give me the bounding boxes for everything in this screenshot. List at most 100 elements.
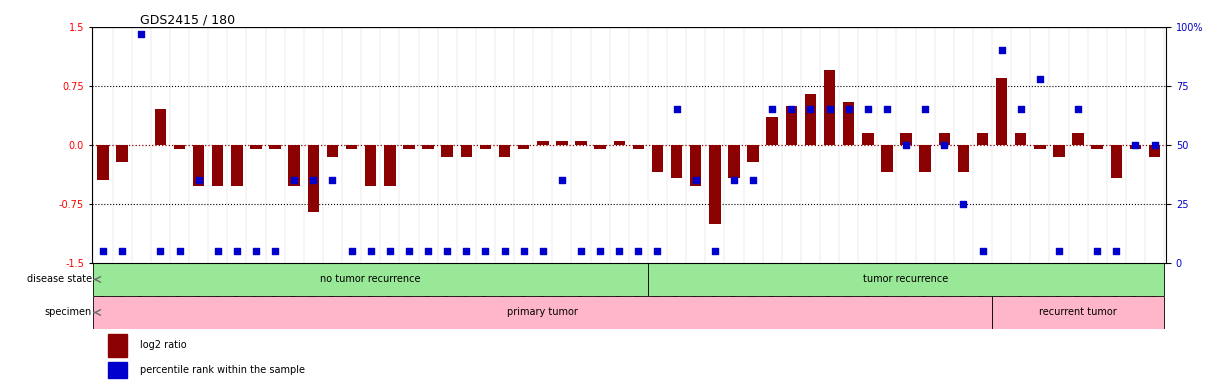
Point: [170, 248, 189, 254]
Point: [609, 248, 629, 254]
Point: [132, 31, 151, 37]
Bar: [939, 133, 950, 145]
Point: [1068, 106, 1088, 113]
Bar: [1072, 133, 1084, 145]
Point: [801, 106, 821, 113]
Bar: [900, 133, 912, 145]
Text: GDS2415 / 180: GDS2415 / 180: [140, 14, 236, 27]
Point: [514, 248, 534, 254]
Bar: [460, 145, 473, 157]
Text: recurrent tumor: recurrent tumor: [1039, 308, 1117, 318]
Bar: [288, 145, 300, 186]
Bar: [98, 145, 109, 180]
Bar: [250, 145, 261, 149]
Bar: [1111, 145, 1122, 178]
Point: [916, 106, 935, 113]
Point: [112, 248, 132, 254]
Point: [399, 248, 419, 254]
Bar: [480, 145, 491, 149]
Bar: [652, 145, 663, 172]
Text: primary tumor: primary tumor: [508, 308, 579, 318]
Bar: [107, 334, 127, 357]
Point: [380, 248, 399, 254]
Bar: [365, 145, 376, 186]
Bar: [499, 145, 510, 157]
Point: [839, 106, 858, 113]
Bar: [1149, 145, 1160, 157]
Point: [1126, 142, 1145, 148]
Bar: [690, 145, 702, 186]
Bar: [824, 70, 835, 145]
Bar: [193, 145, 204, 186]
Bar: [595, 145, 606, 149]
Point: [247, 248, 266, 254]
Point: [322, 177, 342, 184]
Point: [858, 106, 878, 113]
Point: [1106, 248, 1126, 254]
Bar: [94, 263, 648, 296]
Bar: [575, 141, 587, 145]
Point: [1145, 142, 1165, 148]
Bar: [231, 145, 243, 186]
Point: [189, 177, 209, 184]
Bar: [747, 145, 758, 162]
Point: [457, 248, 476, 254]
Bar: [107, 362, 127, 377]
Point: [1049, 248, 1068, 254]
Bar: [957, 145, 969, 172]
Point: [667, 106, 686, 113]
Point: [227, 248, 247, 254]
Bar: [403, 145, 415, 149]
Point: [265, 248, 284, 254]
Bar: [882, 145, 893, 172]
Bar: [996, 78, 1007, 145]
Point: [1031, 76, 1050, 82]
Point: [208, 248, 227, 254]
Bar: [327, 145, 338, 157]
Point: [647, 248, 667, 254]
Point: [705, 248, 724, 254]
Point: [419, 248, 438, 254]
Bar: [422, 145, 433, 149]
Point: [591, 248, 610, 254]
Point: [629, 248, 648, 254]
Bar: [173, 145, 186, 149]
Bar: [1092, 145, 1103, 149]
Point: [534, 248, 553, 254]
Point: [724, 177, 744, 184]
Bar: [648, 263, 1164, 296]
Bar: [919, 145, 930, 172]
Bar: [556, 141, 568, 145]
Bar: [442, 145, 453, 157]
Bar: [613, 141, 625, 145]
Bar: [212, 145, 223, 186]
Bar: [537, 141, 548, 145]
Point: [762, 106, 781, 113]
Point: [1088, 248, 1107, 254]
Point: [150, 248, 170, 254]
Bar: [1054, 145, 1065, 157]
Bar: [94, 296, 993, 329]
Point: [934, 142, 954, 148]
Point: [552, 177, 571, 184]
Bar: [1015, 133, 1027, 145]
Bar: [767, 118, 778, 145]
Point: [991, 47, 1011, 53]
Text: log2 ratio: log2 ratio: [140, 340, 187, 350]
Bar: [862, 133, 873, 145]
Point: [495, 248, 514, 254]
Bar: [993, 296, 1164, 329]
Bar: [728, 145, 740, 178]
Point: [686, 177, 706, 184]
Point: [1011, 106, 1031, 113]
Point: [437, 248, 457, 254]
Point: [284, 177, 304, 184]
Bar: [116, 145, 128, 162]
Bar: [785, 106, 797, 145]
Point: [304, 177, 324, 184]
Point: [973, 248, 993, 254]
Bar: [385, 145, 396, 186]
Point: [342, 248, 361, 254]
Bar: [805, 94, 816, 145]
Bar: [1129, 145, 1142, 149]
